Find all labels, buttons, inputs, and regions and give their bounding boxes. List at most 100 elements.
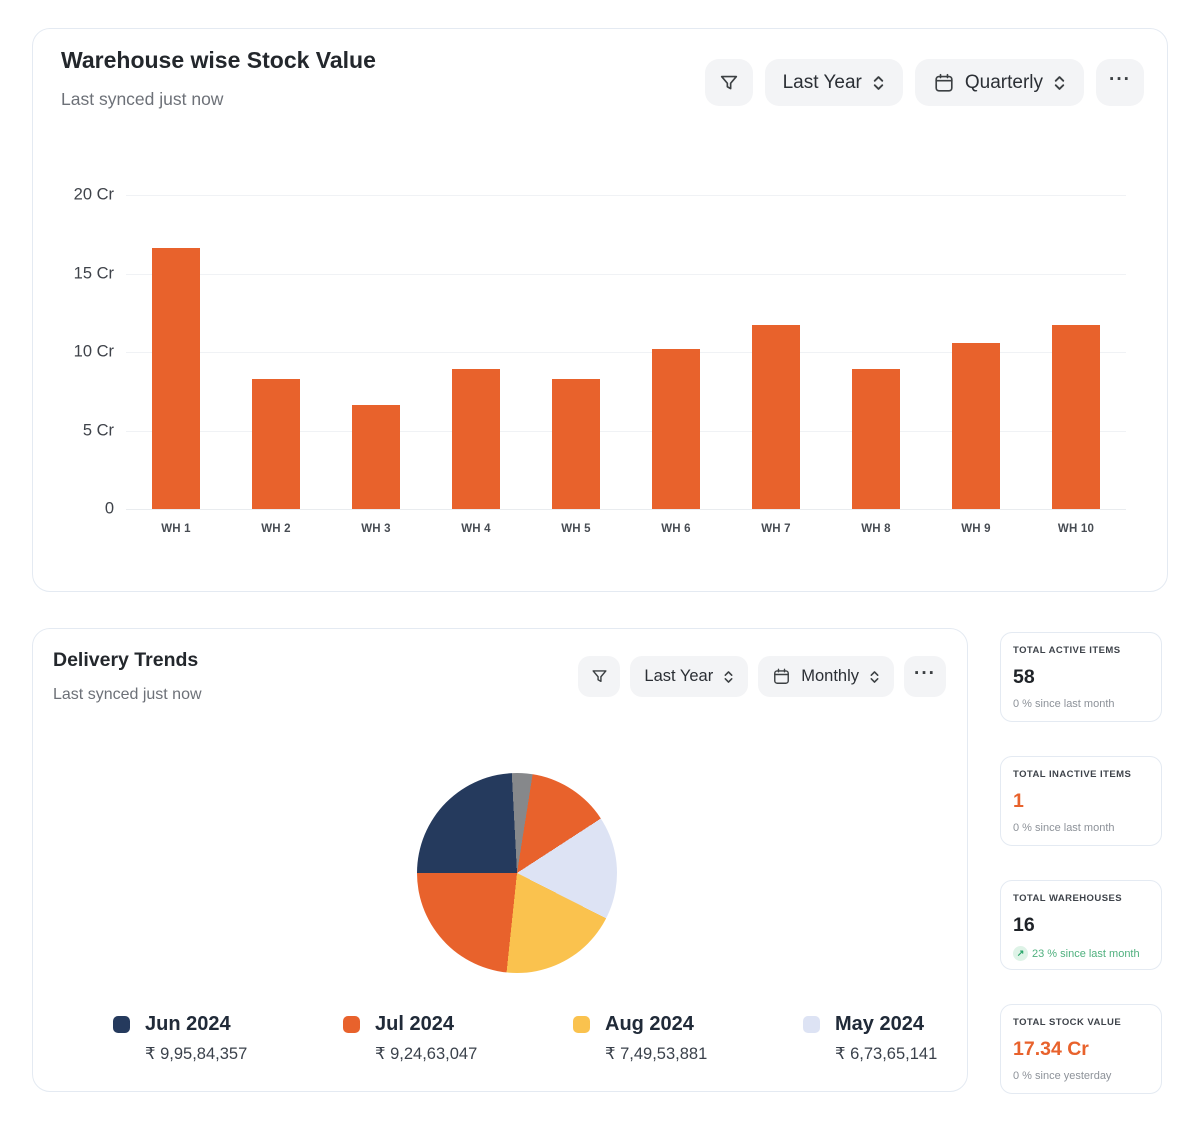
stat-value: 17.34 Cr: [1013, 1038, 1089, 1060]
card-title: Delivery Trends: [53, 649, 199, 671]
y-axis-tick-label: 15 Cr: [73, 264, 114, 282]
bar-chart-bars: WH 1 WH 2 WH 3 WH 4 WH 5 WH 6 WH 7 WH 8 WH 9 WH 1…: [126, 195, 1126, 535]
stock-value-bar[interactable]: [652, 348, 700, 509]
stock-value-bar[interactable]: [752, 325, 800, 509]
pie-legend: Jun 2024 ₹ 9,95,84,357 Jul 2024 ₹ 9,24,63,0…: [113, 1013, 1033, 1064]
chart-controls: Last Year Monthly ···: [578, 656, 946, 697]
chevron-updown-icon: [869, 669, 880, 685]
trend-up-icon: ↗: [1013, 946, 1028, 961]
stock-value-bar[interactable]: [952, 342, 1000, 509]
chevron-updown-icon: [723, 669, 734, 685]
stat-value: 16: [1013, 914, 1035, 936]
stat-label: TOTAL STOCK VALUE: [1013, 1017, 1122, 1028]
period-select-value: Last Year: [644, 667, 714, 685]
bar-group: WH 10: [1026, 195, 1126, 535]
card-title: Warehouse wise Stock Value: [61, 47, 376, 73]
bar-group: WH 4: [426, 195, 526, 535]
stat-card-total-stock-value: TOTAL STOCK VALUE 17.34 Cr 0 % since yes…: [1000, 1004, 1162, 1094]
legend-item[interactable]: Jun 2024 ₹ 9,95,84,357: [113, 1013, 343, 1064]
more-options-button[interactable]: ···: [904, 656, 946, 697]
stat-delta: 0 % since last month: [1013, 822, 1115, 834]
legend-swatch-icon: [343, 1016, 360, 1033]
more-options-button[interactable]: ···: [1096, 59, 1144, 106]
stat-label: TOTAL INACTIVE ITEMS: [1013, 769, 1132, 780]
gridline: [126, 273, 1126, 275]
legend-label: Jun 2024: [145, 1013, 231, 1035]
x-axis-tick-label: WH 7: [761, 523, 791, 535]
gridline: [126, 430, 1126, 432]
filter-button[interactable]: [578, 656, 621, 697]
stat-delta: ↗ 23 % since last month: [1013, 946, 1149, 961]
stat-delta: 0 % since last month: [1013, 698, 1115, 710]
legend-label: Aug 2024: [605, 1013, 694, 1035]
stat-label: TOTAL WAREHOUSES: [1013, 893, 1123, 904]
x-axis-tick-label: WH 4: [461, 523, 491, 535]
bar-group: WH 5: [526, 195, 626, 535]
granularity-select[interactable]: Quarterly: [914, 59, 1084, 106]
x-axis-tick-label: WH 2: [261, 523, 291, 535]
granularity-select[interactable]: Monthly: [758, 656, 894, 697]
bar-chart-plot: 20 Cr 15 Cr 10 Cr 5 Cr 0 WH 1 WH 2 WH 3 WH 4 WH …: [74, 186, 1126, 535]
legend-item[interactable]: Aug 2024 ₹ 7,49,53,881: [573, 1013, 803, 1064]
period-select[interactable]: Last Year: [630, 656, 749, 697]
bar-group: WH 3: [326, 195, 426, 535]
period-select[interactable]: Last Year: [764, 59, 903, 106]
gridline: [126, 509, 1126, 510]
y-axis-tick-label: 5 Cr: [82, 421, 114, 439]
stat-delta: 0 % since yesterday: [1013, 1070, 1112, 1082]
period-select-value: Last Year: [782, 71, 862, 93]
warehouse-stock-card: Warehouse wise Stock Value Last synced j…: [32, 28, 1168, 592]
funnel-icon: [718, 72, 740, 94]
legend-item[interactable]: Jul 2024 ₹ 9,24,63,047: [343, 1013, 573, 1064]
stock-value-bar[interactable]: [552, 378, 600, 509]
last-synced-text: Last synced just now: [61, 89, 224, 109]
granularity-select-value: Quarterly: [964, 71, 1043, 93]
bar-group: WH 1: [126, 195, 226, 535]
last-synced-text: Last synced just now: [53, 686, 202, 703]
stat-card-total-warehouses: TOTAL WAREHOUSES 16 ↗ 23 % since last mo…: [1000, 880, 1162, 970]
bar-group: WH 7: [726, 195, 826, 535]
stat-card-total-active-items: TOTAL ACTIVE ITEMS 58 0 % since last mon…: [1000, 632, 1162, 722]
chevron-updown-icon: [872, 74, 885, 92]
legend-label: May 2024: [835, 1013, 924, 1035]
filter-button[interactable]: [704, 59, 753, 106]
bar-group: WH 9: [926, 195, 1026, 535]
bar-group: WH 2: [226, 195, 326, 535]
legend-item[interactable]: May 2024 ₹ 6,73,65,141: [803, 1013, 1033, 1064]
stock-value-bar[interactable]: [152, 248, 200, 509]
stat-value: 1: [1013, 790, 1024, 812]
y-axis-tick-label: 10 Cr: [73, 342, 114, 361]
delivery-pie-chart[interactable]: [417, 773, 617, 973]
stock-value-bar[interactable]: [1052, 325, 1100, 509]
calendar-icon: [933, 72, 955, 94]
x-axis-tick-label: WH 10: [1057, 523, 1095, 535]
stat-card-total-inactive-items: TOTAL INACTIVE ITEMS 1 0 % since last mo…: [1000, 756, 1162, 846]
stat-value: 58: [1013, 666, 1035, 688]
x-axis-tick-label: WH 1: [161, 523, 191, 535]
x-axis-tick-label: WH 8: [861, 523, 891, 535]
gridline: [126, 352, 1126, 353]
stock-value-bar[interactable]: [852, 369, 900, 509]
y-axis-tick-label: 20 Cr: [73, 185, 114, 204]
stat-label: TOTAL ACTIVE ITEMS: [1013, 645, 1121, 656]
stock-value-bar[interactable]: [252, 378, 300, 509]
x-axis-tick-label: WH 9: [961, 523, 991, 535]
ellipsis-icon: ···: [914, 663, 936, 684]
legend-value: ₹ 6,73,65,141: [835, 1045, 938, 1063]
legend-value: ₹ 9,95,84,357: [145, 1045, 248, 1063]
gridline: [126, 195, 1126, 196]
legend-swatch-icon: [803, 1016, 820, 1033]
chart-controls: Last Year Quarterly ···: [704, 59, 1144, 106]
bar-group: WH 8: [826, 195, 926, 535]
delivery-trends-card: Delivery Trends Last synced just now Las…: [32, 628, 968, 1092]
calendar-icon: [772, 667, 791, 686]
chevron-updown-icon: [1053, 74, 1066, 92]
legend-label: Jul 2024: [375, 1013, 454, 1035]
bar-group: WH 6: [626, 195, 726, 535]
stock-value-bar[interactable]: [352, 405, 400, 509]
y-axis-tick-label: 0: [104, 499, 114, 518]
granularity-select-value: Monthly: [801, 667, 859, 685]
funnel-icon: [590, 667, 609, 686]
legend-swatch-icon: [113, 1016, 130, 1033]
stock-value-bar[interactable]: [452, 369, 500, 509]
